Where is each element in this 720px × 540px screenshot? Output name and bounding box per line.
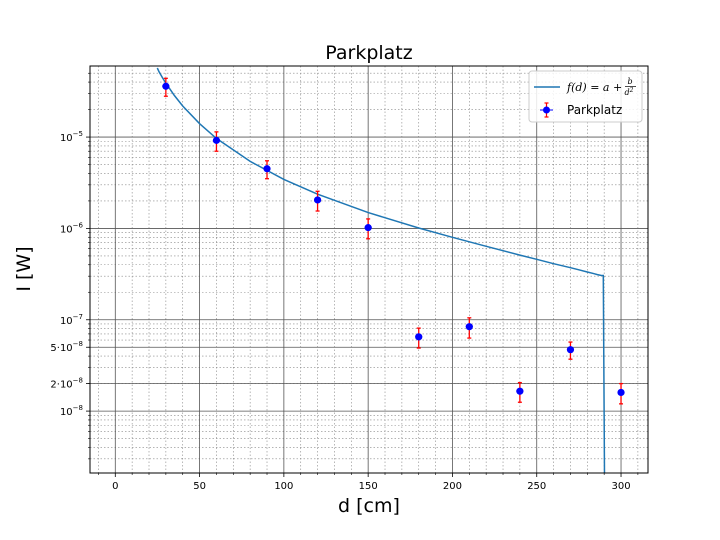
data-marker (566, 346, 575, 354)
y-tick-label: 10−6 (60, 221, 84, 235)
data-marker (364, 224, 372, 232)
x-tick-label: 100 (274, 481, 293, 492)
data-point (162, 77, 170, 97)
legend: f(d) = a + b d2 Parkplatz (528, 70, 643, 123)
y-tick-base: 2·10 (50, 380, 72, 391)
legend-line-lhs: f(d) = a + (566, 81, 622, 94)
y-tick-label: 10−8 (60, 404, 83, 418)
data-point (415, 327, 423, 349)
y-tick-exp: −5 (73, 130, 83, 138)
data-point (313, 190, 322, 212)
data-point (364, 218, 372, 240)
chart-title: Parkplatz (325, 42, 412, 64)
legend-errorbar-label: Parkplatz (567, 103, 622, 117)
data-point (212, 131, 221, 152)
data-marker (263, 165, 271, 173)
y-tick-label: 5·10−8 (50, 340, 83, 354)
major-grid (90, 66, 648, 473)
x-tick-label: 250 (527, 481, 546, 492)
legend-line-label: f(d) = a + (566, 81, 622, 94)
y-tick-base: 10 (60, 133, 73, 144)
legend-box (528, 70, 643, 123)
x-tick-label: 300 (611, 481, 630, 492)
x-tick-label: 200 (443, 481, 462, 492)
legend-line-frac-num: b (627, 77, 632, 86)
minor-grid (90, 66, 648, 473)
legend-den-exp: 2 (629, 87, 634, 94)
y-tick-base: 5·10 (50, 343, 72, 354)
data-marker (313, 196, 322, 204)
data-point (465, 317, 473, 339)
fit-curve-layer (156, 67, 606, 473)
y-tick-exp: −6 (73, 221, 84, 229)
data-marker (212, 136, 221, 144)
y-tick-exp: −8 (73, 377, 83, 385)
data-marker (162, 82, 170, 90)
legend-errorbar-swatch (540, 102, 553, 118)
data-point (617, 382, 625, 405)
y-tick-label: 2·10−8 (50, 377, 83, 391)
legend-line-frac-den: d2 (625, 87, 634, 97)
x-tick-label: 50 (193, 481, 206, 492)
y-ticks: 10−510−610−75·10−82·10−810−8 (50, 72, 90, 460)
y-tick-label: 10−5 (60, 130, 83, 144)
data-point (516, 381, 524, 403)
data-marker (465, 323, 473, 331)
x-tick-label: 150 (359, 481, 378, 492)
y-tick-base: 10 (60, 407, 73, 418)
y-axis-label: I [W] (13, 246, 35, 291)
x-ticks: 0 50 100 150 200 250 300 (98, 473, 639, 492)
plot-frame (89, 65, 649, 474)
data-marker (617, 388, 625, 397)
y-tick-exp: −8 (73, 404, 83, 412)
legend-den-base: d (625, 88, 630, 97)
data-point (566, 341, 575, 360)
x-tick-label: 0 (112, 481, 118, 492)
errorbar-layer (162, 77, 625, 405)
data-marker (516, 387, 524, 395)
data-point (263, 160, 271, 180)
y-tick-label: 10−7 (60, 313, 83, 327)
data-marker (415, 333, 423, 341)
y-tick-exp: −8 (73, 340, 83, 348)
x-axis-label: d [cm] (338, 495, 400, 517)
y-tick-base: 10 (60, 224, 73, 235)
y-tick-exp: −7 (73, 313, 83, 321)
y-tick-base: 10 (60, 316, 73, 327)
fit-curve-line (156, 67, 606, 473)
